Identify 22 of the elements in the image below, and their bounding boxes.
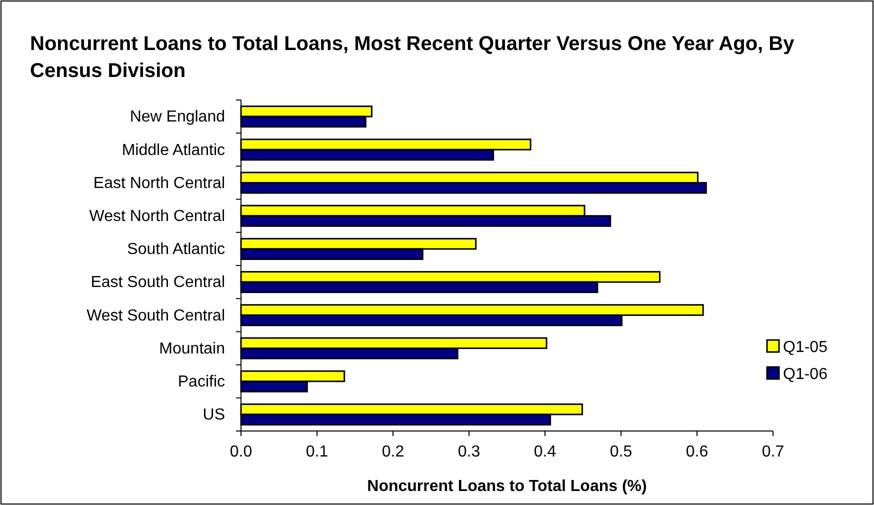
x-tick-label: 0.1: [306, 444, 328, 461]
y-tick-label: Middle Atlantic: [122, 142, 225, 159]
y-tick-label: West South Central: [86, 307, 225, 324]
x-tick-label: 0.6: [686, 444, 708, 461]
y-tick-label: New England: [130, 108, 225, 126]
y-tick-label: West North Central: [89, 208, 225, 225]
x-tick-label: 0.3: [458, 444, 480, 461]
y-tick-label: Mountain: [159, 340, 225, 358]
y-tick-label: East North Central: [93, 174, 225, 192]
legend-label: Q1-05: [783, 339, 828, 356]
x-tick-label: 0.4: [534, 444, 556, 461]
legend-label: Q1-06: [783, 366, 828, 383]
y-tick-label: South Atlantic: [127, 241, 225, 258]
x-axis-title: Noncurrent Loans to Total Loans (%): [367, 478, 647, 495]
chart-title: Noncurrent Loans to Total Loans, Most Recent Quarter Versus One Year Ago, By Census Division: [30, 33, 796, 82]
x-tick-label: 0.2: [382, 444, 404, 461]
y-tick-label: Pacific: [178, 373, 225, 390]
y-tick-label: East South Central: [90, 274, 225, 292]
x-tick-label: 0.7: [762, 444, 784, 461]
x-tick-label: 0.0: [230, 444, 252, 461]
x-tick-label: 0.5: [610, 444, 632, 461]
y-tick-label: US: [202, 406, 225, 424]
